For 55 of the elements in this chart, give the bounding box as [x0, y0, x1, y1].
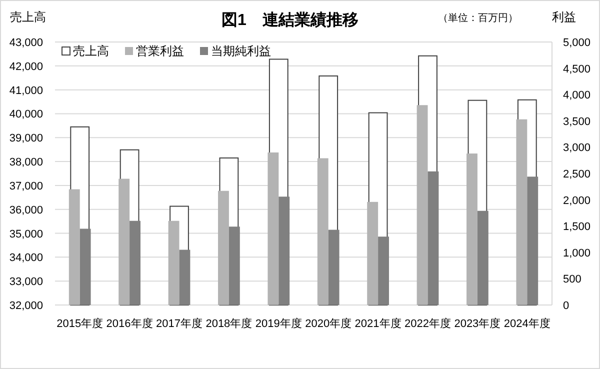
- y-tick-label: 32,000: [9, 300, 43, 312]
- y2-tick-label: 2,000: [563, 194, 591, 207]
- x-tick-label: 2024年度: [504, 317, 550, 330]
- y2-tick-label: 3,500: [563, 116, 591, 128]
- y-axis-title: 売上高: [10, 10, 46, 24]
- chart-title: 図1 連結業績推移: [222, 11, 358, 29]
- y-tick-label: 37,000: [9, 180, 43, 192]
- y2-tick-label: 1,500: [563, 221, 591, 234]
- legend-label: 売上高: [73, 44, 109, 58]
- x-tick-label: 2019年度: [255, 317, 302, 330]
- y2-tick-label: 1,000: [563, 247, 591, 260]
- y-tick-label: 40,000: [9, 108, 43, 121]
- y2-tick-label: 2,500: [563, 168, 591, 180]
- y2-tick-label: 0: [563, 300, 570, 312]
- y-tick-label: 36,000: [9, 204, 43, 216]
- bar: [130, 220, 140, 305]
- y-tick-label: 33,000: [9, 276, 43, 288]
- bar: [477, 210, 488, 305]
- bar: [466, 154, 478, 305]
- x-tick-label: 2017年度: [156, 317, 202, 330]
- y-tick-label: 43,000: [9, 37, 43, 49]
- bar: [268, 152, 279, 305]
- y-tick-label: 39,000: [9, 132, 43, 145]
- bar: [228, 226, 240, 305]
- bar: [428, 171, 439, 305]
- bar: [527, 176, 538, 305]
- x-tick-label: 2016年度: [106, 317, 153, 330]
- bar: [367, 202, 378, 305]
- y2-tick-label: 3,000: [563, 142, 591, 154]
- y-tick-label: 42,000: [9, 60, 43, 73]
- y2-axis-title: 利益: [552, 10, 576, 24]
- legend-label: 当期純利益: [211, 44, 271, 58]
- y2-tick-label: 4,500: [563, 63, 591, 76]
- chart-subtitle: （単位：百万円）: [438, 12, 518, 24]
- bar: [80, 228, 91, 305]
- x-tick-label: 2021年度: [354, 317, 402, 330]
- x-tick-label: 2023年度: [454, 317, 501, 330]
- y-tick-label: 38,000: [9, 156, 43, 169]
- bar: [278, 196, 290, 305]
- bar: [317, 158, 328, 305]
- legend-label: 営業利益: [136, 44, 184, 58]
- x-tick-label: 2018年度: [206, 317, 252, 330]
- bar: [68, 189, 80, 305]
- x-tick-label: 2020年度: [305, 317, 352, 330]
- bar: [179, 250, 190, 305]
- x-tick-label: 2022年度: [404, 317, 451, 330]
- y-tick-label: 35,000: [9, 228, 43, 240]
- y-tick-label: 34,000: [9, 252, 43, 264]
- bar: [328, 230, 340, 305]
- y2-tick-label: 5,000: [563, 37, 591, 49]
- x-tick-label: 2015年度: [56, 317, 104, 330]
- y2-tick-label: 4,000: [563, 90, 591, 102]
- y-tick-label: 41,000: [9, 84, 43, 97]
- bar: [378, 236, 389, 305]
- y2-tick-label: 500: [563, 274, 582, 286]
